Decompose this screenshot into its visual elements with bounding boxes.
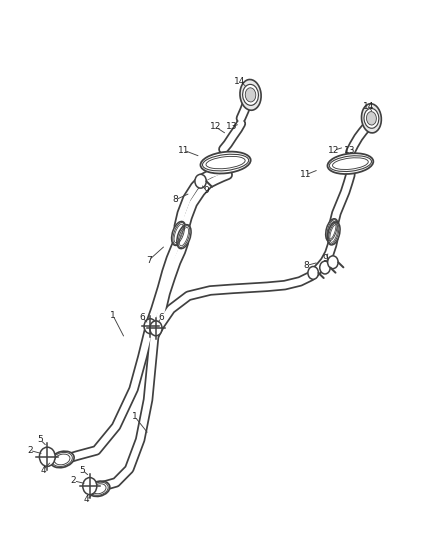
Ellipse shape: [243, 84, 258, 106]
Text: 13: 13: [226, 123, 238, 131]
Ellipse shape: [88, 481, 110, 496]
Text: 4: 4: [40, 466, 46, 474]
Text: 11: 11: [300, 171, 311, 179]
Text: 9: 9: [322, 254, 328, 263]
Text: 2: 2: [27, 446, 32, 455]
Text: 1: 1: [132, 413, 138, 421]
Text: 8: 8: [172, 196, 178, 204]
Ellipse shape: [367, 111, 376, 125]
Text: 7: 7: [146, 256, 152, 264]
Ellipse shape: [172, 221, 186, 246]
Circle shape: [195, 174, 206, 188]
Text: 12: 12: [328, 146, 339, 155]
Ellipse shape: [328, 222, 340, 245]
Text: 9: 9: [204, 187, 210, 195]
Ellipse shape: [364, 108, 379, 128]
Text: 5: 5: [79, 466, 85, 474]
Circle shape: [39, 447, 55, 466]
Text: 4: 4: [84, 496, 89, 504]
Text: 14: 14: [363, 102, 374, 111]
Circle shape: [308, 266, 318, 279]
Text: 1: 1: [110, 311, 116, 320]
Ellipse shape: [50, 451, 74, 468]
Circle shape: [144, 319, 156, 334]
Circle shape: [320, 261, 330, 274]
Circle shape: [83, 478, 97, 495]
Text: 8: 8: [304, 261, 310, 270]
Text: 5: 5: [37, 435, 43, 444]
Ellipse shape: [326, 219, 338, 242]
Circle shape: [150, 321, 162, 336]
Text: 12: 12: [210, 123, 221, 131]
Text: 2: 2: [71, 477, 76, 485]
Ellipse shape: [245, 88, 256, 102]
Text: 6: 6: [158, 313, 164, 322]
Ellipse shape: [240, 79, 261, 110]
Ellipse shape: [201, 151, 251, 174]
Text: 6: 6: [139, 313, 145, 322]
Ellipse shape: [328, 154, 373, 174]
Ellipse shape: [361, 104, 381, 133]
Circle shape: [328, 256, 338, 269]
Text: 11: 11: [178, 146, 190, 155]
Text: 13: 13: [344, 146, 355, 155]
Ellipse shape: [177, 224, 191, 249]
Text: 14: 14: [234, 77, 246, 85]
